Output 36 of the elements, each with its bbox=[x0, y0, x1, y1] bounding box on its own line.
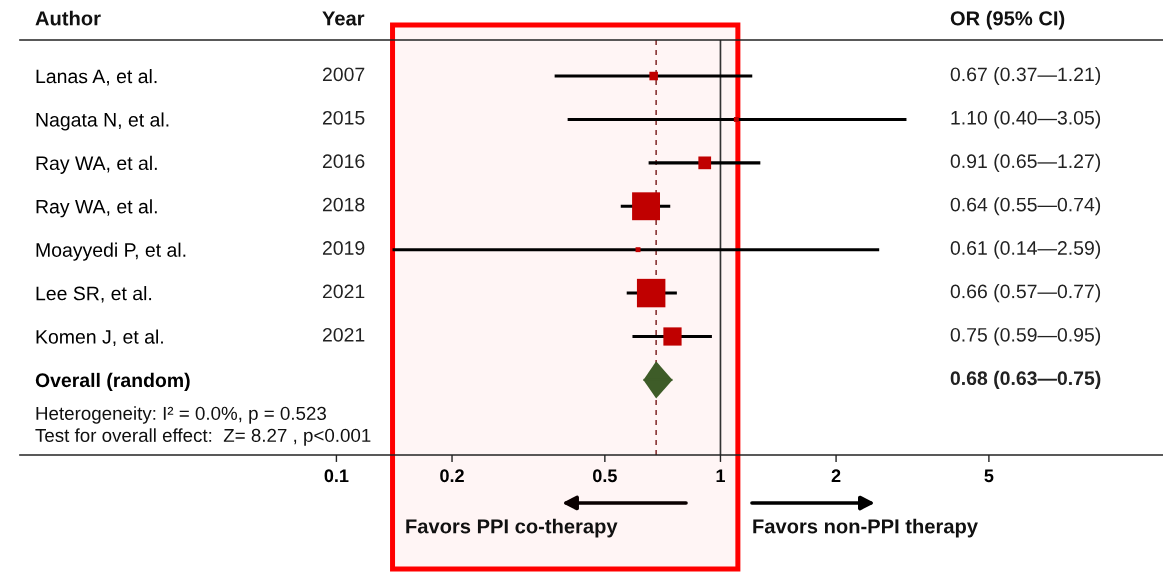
annotation: 0.61 (0.14—2.59) bbox=[950, 240, 1101, 259]
y2-tick-label: 2016 bbox=[322, 154, 365, 169]
x-tick-label: 0.1 bbox=[324, 469, 349, 483]
annotation: 1.10 (0.40—3.05) bbox=[951, 110, 1101, 129]
y-tick-label: Komen J, et al. bbox=[36, 329, 163, 347]
annotation: 0.67 (0.37—1.21) bbox=[950, 66, 1101, 86]
x-tick-label: 0.5 bbox=[593, 469, 617, 483]
y2-tick-label: 2019 bbox=[322, 241, 365, 255]
annotation: 0.64 (0.55—0.74) bbox=[950, 197, 1101, 216]
text: Year bbox=[322, 11, 365, 26]
y-tick-label: Overall (random) bbox=[35, 372, 190, 391]
text: Test for overall effect: Z= 8.27 , p<0.001 bbox=[35, 428, 371, 446]
x-tick-label: 0.2 bbox=[440, 469, 464, 483]
text: Author bbox=[35, 10, 101, 26]
y2-tick-label: 2021 bbox=[322, 284, 365, 299]
annotation: 0.68 (0.63—0.75) bbox=[950, 370, 1101, 389]
y2-tick-label: 2018 bbox=[322, 197, 365, 212]
y2-tick-label: 2007 bbox=[322, 67, 365, 82]
text: Heterogeneity: I² = 0.0%, p = 0.523 bbox=[36, 406, 326, 424]
text: OR (95% CI) bbox=[950, 10, 1065, 30]
y2-tick-label: 2015 bbox=[322, 110, 365, 125]
y2-tick-label: 2021 bbox=[322, 327, 365, 342]
text: Favors PPI co-therapy bbox=[406, 518, 618, 538]
x-tick-label: 2 bbox=[831, 469, 841, 482]
x-tick-label: 1 bbox=[716, 469, 725, 482]
x-tick-label: 5 bbox=[984, 469, 994, 483]
y-tick-label: Nagata N, et al. bbox=[36, 112, 169, 131]
y-tick-label: Lanas A, et al. bbox=[36, 68, 157, 86]
text: Favors non-PPI therapy bbox=[753, 518, 978, 538]
annotation: 0.75 (0.59—0.95) bbox=[950, 327, 1101, 346]
y-tick-label: Ray WA, et al. bbox=[36, 199, 157, 218]
annotation: 0.91 (0.65—1.27) bbox=[950, 153, 1101, 172]
y-tick-label: Lee SR, et al. bbox=[36, 286, 152, 303]
y-tick-label: Ray WA, et al. bbox=[36, 155, 157, 174]
y-tick-label: Moayyedi P, et al. bbox=[36, 242, 186, 261]
annotation: 0.66 (0.57—0.77) bbox=[950, 284, 1101, 303]
